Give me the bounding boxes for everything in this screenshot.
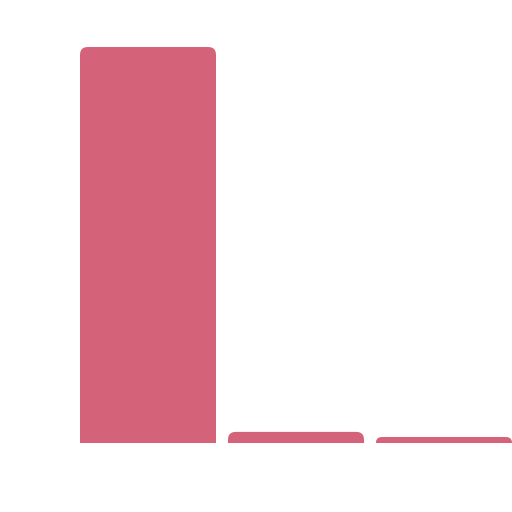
bar: [80, 47, 216, 443]
bar: [376, 437, 512, 443]
bar: [228, 431, 364, 443]
